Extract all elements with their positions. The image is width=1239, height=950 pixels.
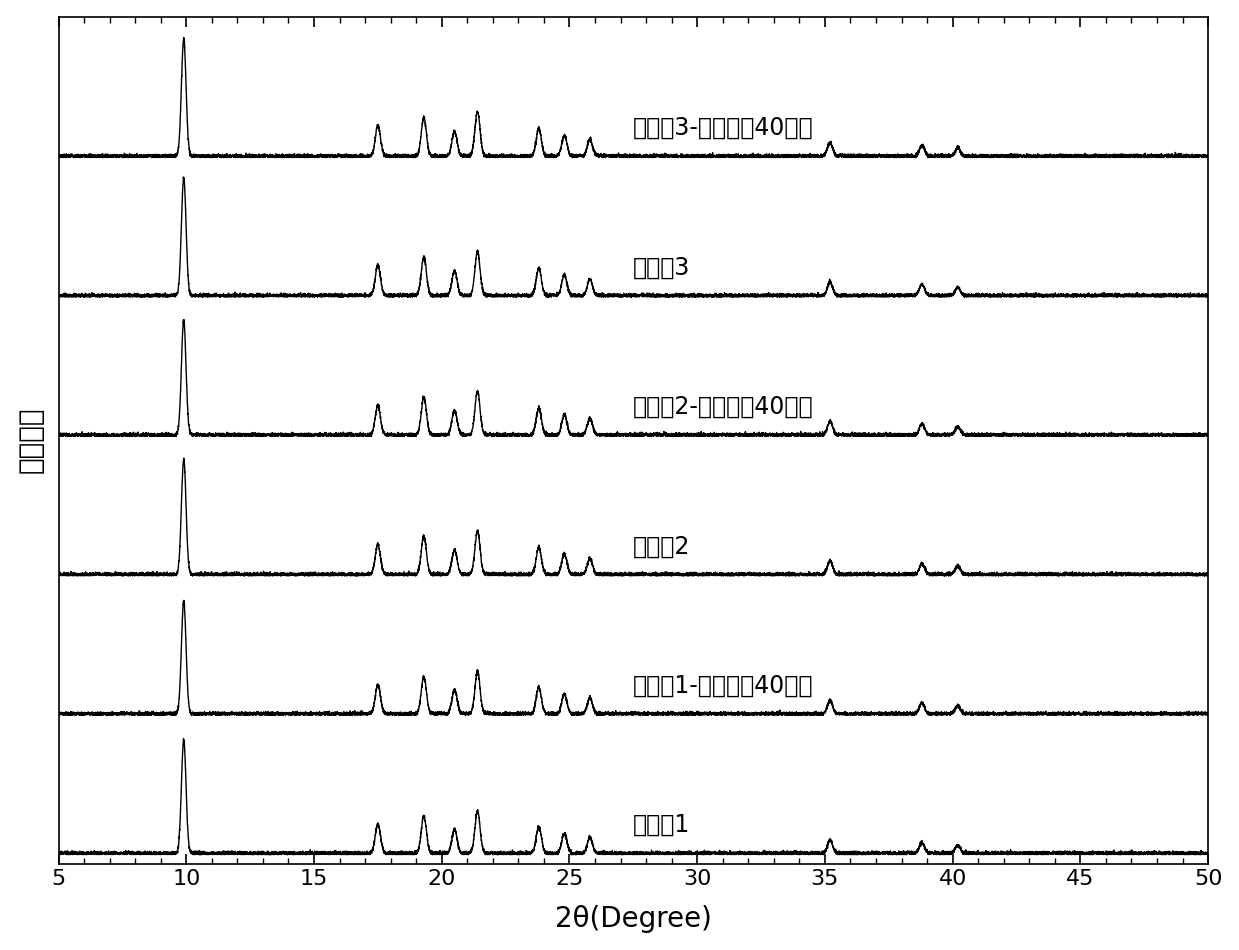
X-axis label: 2θ(Degree): 2θ(Degree) — [555, 905, 711, 933]
Text: 实施例3-在空气中40天后: 实施例3-在空气中40天后 — [633, 116, 814, 141]
Y-axis label: 信号强度: 信号强度 — [16, 407, 45, 473]
Text: 实施例2-在空气中40天后: 实施例2-在空气中40天后 — [633, 395, 814, 419]
Text: 实施例2: 实施例2 — [633, 535, 690, 559]
Text: 实施例1-在空气中40天后: 实施例1-在空气中40天后 — [633, 674, 814, 698]
Text: 实施例3: 实施例3 — [633, 256, 690, 279]
Text: 实施例1: 实施例1 — [633, 813, 690, 837]
